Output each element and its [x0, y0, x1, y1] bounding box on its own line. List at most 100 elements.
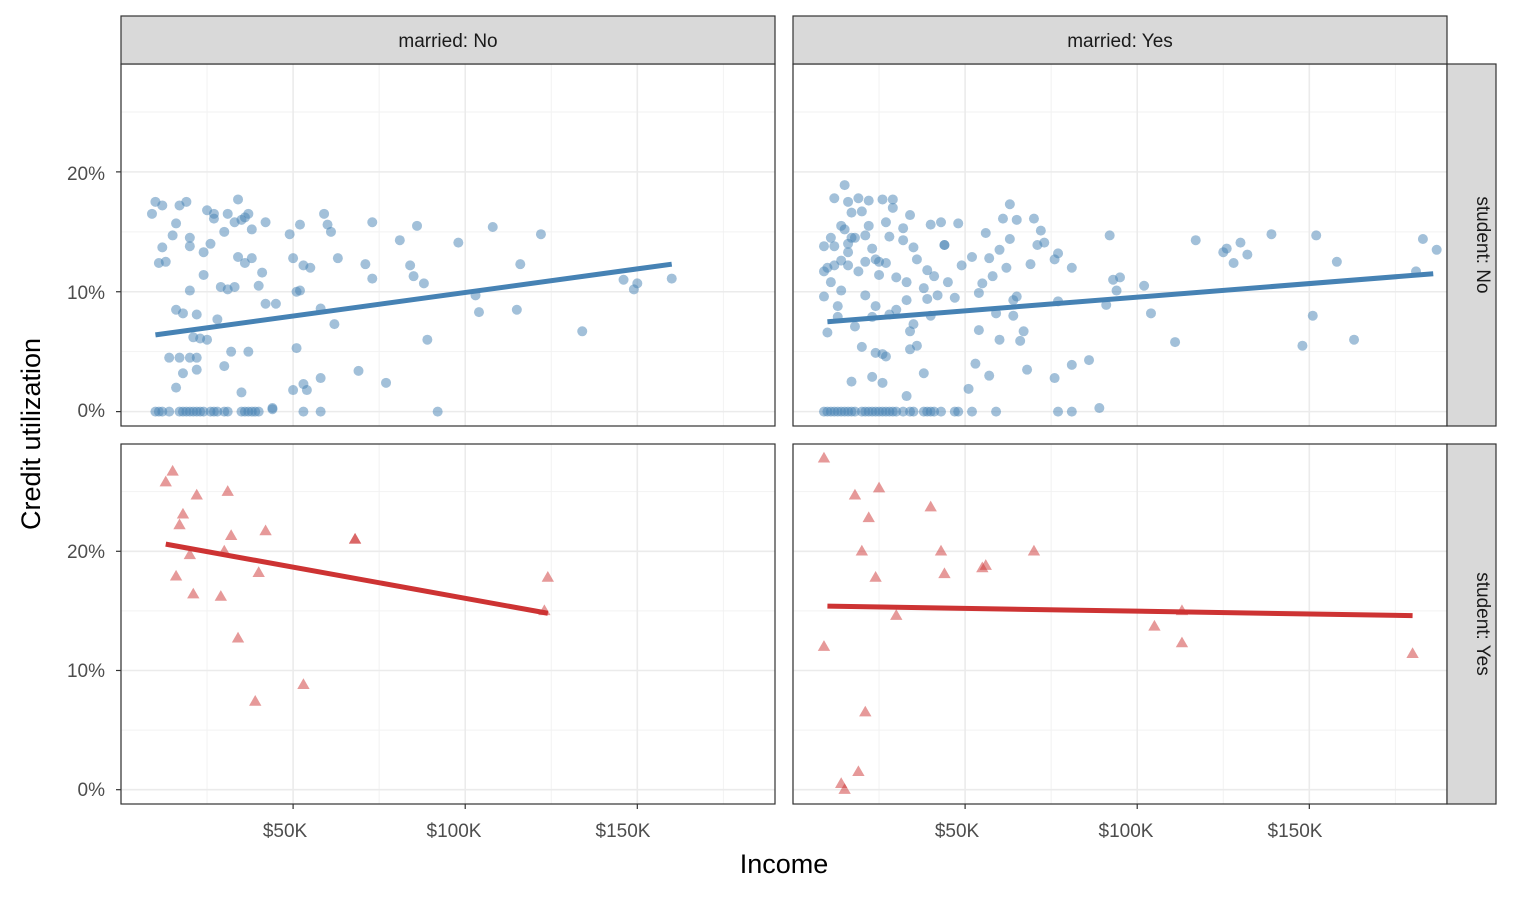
data-point [898, 223, 909, 234]
data-point [291, 343, 302, 354]
row-strip-label: student: No [1472, 196, 1493, 293]
row-strip-student-no: student: No [1446, 63, 1497, 427]
panel-married-yes-student-no [792, 63, 1448, 427]
data-point [929, 406, 940, 417]
data-point [901, 277, 912, 288]
x-tick-label: $100K [1099, 821, 1154, 842]
data-point [936, 406, 947, 417]
data-point [984, 370, 995, 381]
data-point [666, 273, 677, 284]
y-tick-label: 10% [67, 283, 105, 304]
data-point [922, 265, 933, 276]
data-point [908, 242, 919, 253]
data-point [860, 230, 871, 241]
data-point [412, 220, 423, 231]
data-point [212, 314, 223, 325]
data-point [176, 507, 190, 519]
data-point [183, 548, 197, 560]
data-point [966, 406, 977, 417]
data-point [1190, 235, 1201, 246]
data-point [535, 229, 546, 240]
data-point [880, 351, 891, 362]
data-point [817, 640, 831, 651]
data-point [212, 406, 223, 417]
data-point [160, 256, 171, 267]
data-point [908, 319, 919, 330]
data-point [1015, 335, 1026, 346]
data-point [898, 406, 909, 417]
data-point [208, 213, 219, 224]
data-point [1049, 373, 1060, 384]
data-point [867, 371, 878, 382]
panel-married-yes-student-yes [792, 443, 1448, 809]
data-point [432, 406, 443, 417]
data-point [887, 194, 898, 205]
data-point [1145, 308, 1156, 319]
data-point [859, 705, 872, 717]
data-point [367, 217, 378, 228]
data-point [860, 290, 871, 301]
data-point [870, 301, 881, 312]
data-point [236, 387, 247, 398]
data-point [632, 278, 643, 289]
data-point [157, 242, 168, 253]
data-point [891, 272, 902, 283]
data-point [817, 451, 831, 463]
data-point [166, 464, 179, 476]
data-point [270, 298, 281, 309]
x-axis-title: Income [740, 849, 829, 879]
data-point [167, 230, 178, 241]
data-point [848, 488, 862, 500]
data-point [818, 291, 829, 302]
data-point [956, 260, 967, 271]
data-point [348, 532, 362, 544]
data-point [260, 217, 271, 228]
data-point [984, 253, 995, 264]
data-point [825, 277, 836, 288]
data-point [1011, 214, 1022, 225]
data-point [315, 373, 326, 384]
data-point [877, 194, 888, 205]
data-point [977, 278, 988, 289]
data-point [233, 194, 244, 205]
data-point [190, 488, 203, 500]
data-point [473, 307, 484, 318]
data-point [577, 326, 588, 337]
data-point [867, 243, 878, 254]
data-point [818, 241, 829, 252]
data-point [908, 406, 919, 417]
data-point [1028, 213, 1039, 224]
data-point [1242, 249, 1253, 260]
data-point [288, 385, 299, 396]
trend-line [155, 261, 673, 338]
trend-line [827, 271, 1434, 325]
data-point [922, 293, 933, 304]
data-point [243, 346, 254, 357]
data-point [963, 383, 974, 394]
data-point [901, 391, 912, 402]
data-point [843, 260, 854, 271]
data-point [838, 783, 851, 794]
data-point [829, 241, 840, 252]
data-point [911, 340, 922, 351]
data-point [829, 193, 840, 204]
data-point [1266, 229, 1277, 240]
data-point [319, 208, 330, 219]
data-point [852, 765, 865, 777]
data-point [1022, 364, 1033, 375]
data-point [294, 285, 305, 296]
x-tick-label: $150K [596, 821, 651, 842]
data-point [353, 365, 364, 376]
data-point [901, 295, 912, 306]
row-strip-label: student: Yes [1472, 572, 1493, 676]
data-point [187, 587, 200, 599]
data-point [877, 377, 888, 388]
data-point [918, 283, 929, 294]
data-point [284, 229, 295, 240]
data-point [994, 334, 1005, 345]
data-point [1101, 299, 1112, 310]
data-point [911, 254, 922, 265]
data-point [171, 218, 182, 229]
data-point [1228, 257, 1239, 268]
data-point [1066, 262, 1077, 273]
